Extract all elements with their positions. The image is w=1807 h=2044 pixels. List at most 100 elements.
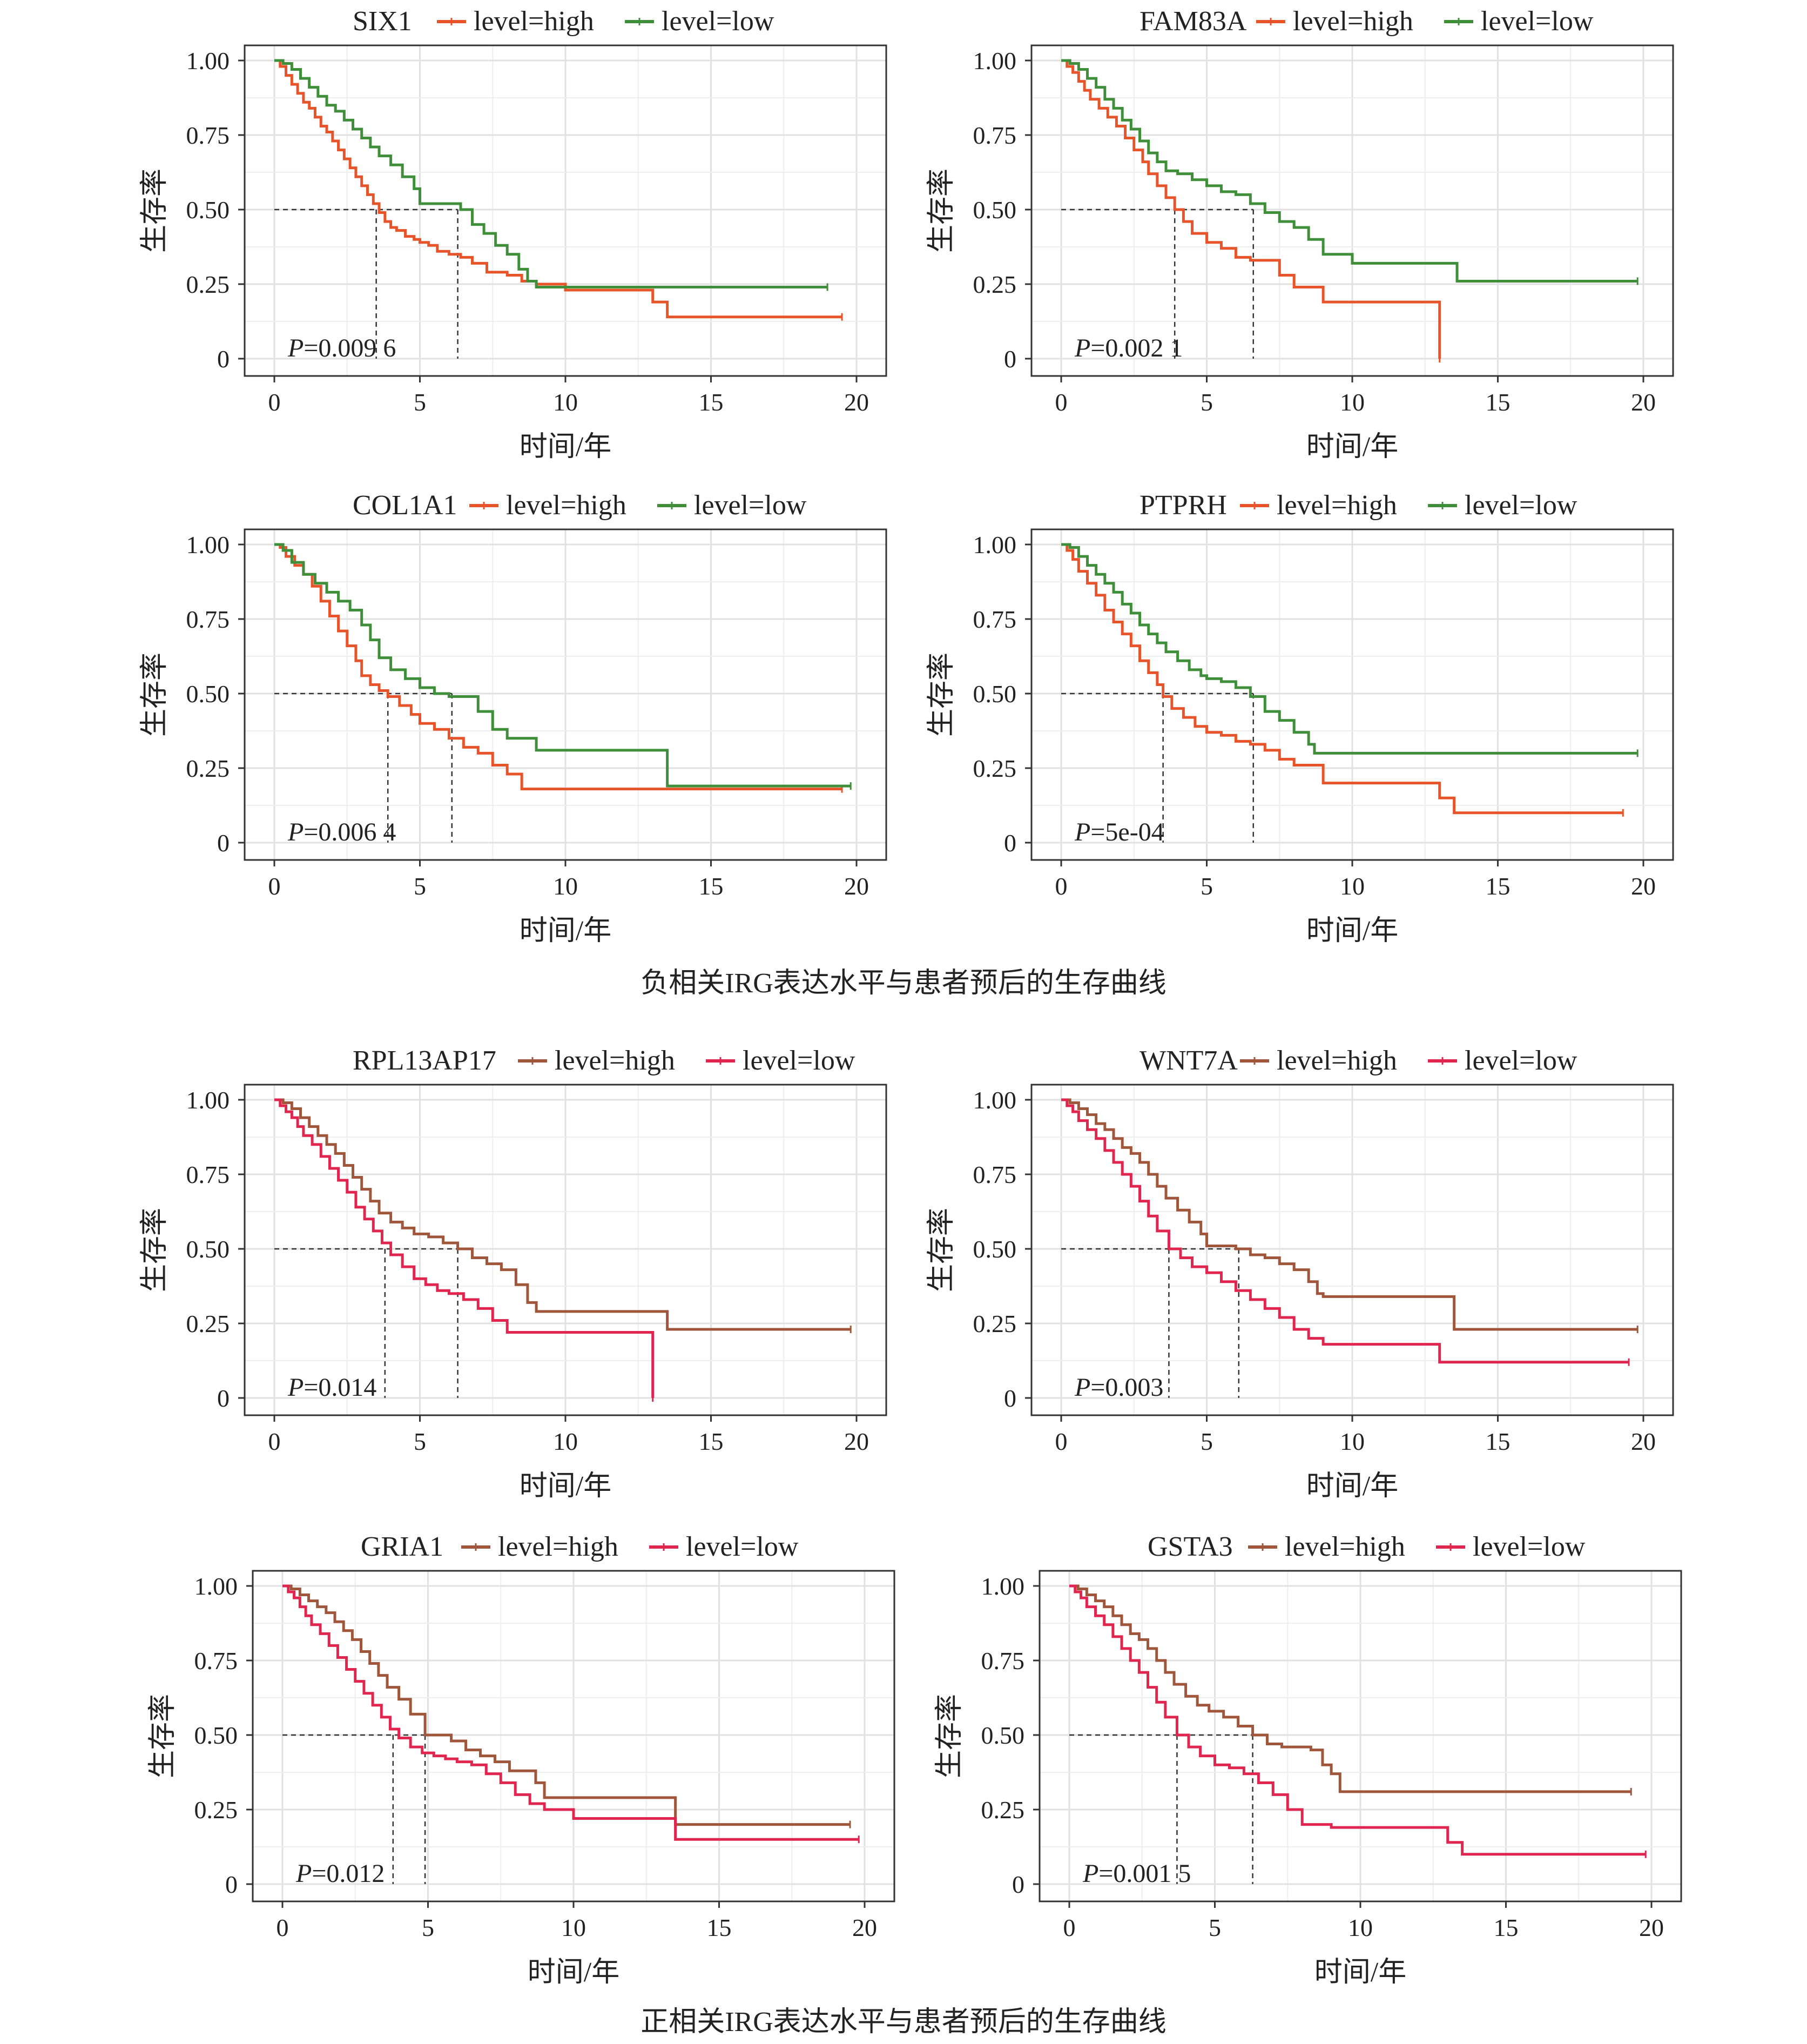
y-tick-label: 0 xyxy=(217,829,230,857)
p-value-label: P=0.009 6 xyxy=(287,334,396,362)
p-value: =0.012 xyxy=(312,1859,385,1888)
legend-entry: level=low xyxy=(1465,1045,1577,1076)
y-tick-label: 1.00 xyxy=(186,1086,230,1114)
y-tick-label: 0.50 xyxy=(186,1235,230,1263)
series-line-level-high xyxy=(274,543,842,791)
legend-entry: level=low xyxy=(1465,490,1577,521)
series-line-level-high xyxy=(1061,59,1441,359)
y-tick-label: 0.50 xyxy=(973,1235,1017,1263)
x-tick-label: 5 xyxy=(1201,872,1213,900)
x-tick-label: 10 xyxy=(1340,872,1365,900)
y-tick-label: 0.50 xyxy=(186,680,230,708)
x-tick-label: 20 xyxy=(1631,1428,1656,1455)
legend-entry: level=high xyxy=(1277,1045,1397,1076)
y-tick-label: 0.75 xyxy=(186,1161,230,1188)
p-value-label: P=0.012 xyxy=(295,1859,385,1888)
series-line-level-low xyxy=(1061,59,1638,283)
y-axis-label: 生存率 xyxy=(139,1208,170,1292)
p-value: =0.006 4 xyxy=(304,818,396,846)
legend-entry: level=low xyxy=(743,1045,855,1076)
series-line-level-high xyxy=(1069,1584,1631,1793)
x-axis-label: 时间/年 xyxy=(528,1957,619,1988)
km-chart-six1: 0 5 10 15 20 0 0.25 0.50 0.75 1.00 时间/年 生存率 P=0.009 … xyxy=(139,6,887,462)
km-chart-col1a1: 0 5 10 15 20 0 0.25 0.50 0.75 1.00 时间/年 生存率 P=0.006 … xyxy=(139,490,887,946)
p-value-label: P=0.001 5 xyxy=(1082,1859,1191,1888)
p-value: =0.003 xyxy=(1090,1373,1163,1402)
y-tick-label: 0.75 xyxy=(186,606,230,633)
series-line-level-low xyxy=(1069,1584,1646,1856)
legend-entry: level=high xyxy=(1277,490,1397,521)
p-symbol: P xyxy=(287,334,304,362)
legend-gene: FAM83A xyxy=(1140,6,1247,37)
x-axis-label: 时间/年 xyxy=(520,916,611,946)
y-tick-label: 0.50 xyxy=(186,196,230,224)
legend-entry: level=low xyxy=(1481,6,1594,37)
y-tick-label: 0.75 xyxy=(981,1647,1025,1675)
legend-entry: level=low xyxy=(1473,1531,1586,1562)
x-tick-label: 5 xyxy=(414,388,426,416)
y-tick-label: 0 xyxy=(1004,1384,1016,1412)
x-tick-label: 20 xyxy=(1631,872,1656,900)
series-line-level-low xyxy=(282,1584,859,1841)
x-tick-label: 0 xyxy=(268,872,281,900)
series-line-level-low xyxy=(1061,543,1638,755)
y-axis-label: 生存率 xyxy=(139,653,170,737)
p-value-label: P=0.002 1 xyxy=(1074,334,1183,362)
x-axis-label: 时间/年 xyxy=(1306,1471,1398,1502)
legend-gene: COL1A1 xyxy=(353,490,457,521)
legend-entry: level=high xyxy=(1293,6,1413,37)
x-tick-label: 10 xyxy=(553,872,578,900)
legend-gene: PTPRH xyxy=(1140,490,1227,521)
y-tick-label: 0.25 xyxy=(186,271,230,298)
x-tick-label: 5 xyxy=(422,1914,434,1941)
x-tick-label: 10 xyxy=(553,388,578,416)
x-tick-label: 0 xyxy=(268,388,281,416)
p-value-label: P=0.006 4 xyxy=(287,818,396,846)
y-axis-label: 生存率 xyxy=(926,653,957,737)
p-symbol: P xyxy=(287,1373,304,1402)
y-tick-label: 0.25 xyxy=(981,1796,1025,1824)
km-chart-gria1: 0 5 10 15 20 0 0.25 0.50 0.75 1.00 时间/年 生存率 P=0.012 G… xyxy=(147,1531,895,1988)
x-tick-label: 10 xyxy=(553,1428,578,1455)
legend-gene: GSTA3 xyxy=(1148,1531,1233,1562)
x-tick-label: 20 xyxy=(1639,1914,1664,1941)
legend-entry: level=low xyxy=(662,6,774,37)
p-value-label: P=5e-04 xyxy=(1074,818,1164,846)
caption-negative: 负相关IRG表达水平与患者预后的生存曲线 xyxy=(640,968,1167,999)
p-symbol: P xyxy=(1074,334,1090,362)
y-tick-label: 0.75 xyxy=(973,606,1017,633)
km-chart-fam83a: 0 5 10 15 20 0 0.25 0.50 0.75 1.00 时间/年 生存率 P=0.002 … xyxy=(926,6,1674,462)
y-tick-label: 0.25 xyxy=(186,1310,230,1337)
y-tick-label: 1.00 xyxy=(981,1572,1025,1600)
x-tick-label: 5 xyxy=(414,872,426,900)
x-tick-label: 0 xyxy=(1055,388,1068,416)
series-line-level-low xyxy=(1061,1098,1629,1364)
x-tick-label: 15 xyxy=(699,1428,724,1455)
p-symbol: P xyxy=(1082,1859,1098,1888)
x-axis-label: 时间/年 xyxy=(1306,916,1398,946)
y-tick-label: 0 xyxy=(1012,1871,1024,1898)
p-value: =0.002 1 xyxy=(1090,334,1183,362)
p-value: =0.009 6 xyxy=(304,334,396,362)
x-tick-label: 15 xyxy=(1486,388,1511,416)
y-axis-label: 生存率 xyxy=(147,1694,178,1778)
legend-gene: RPL13AP17 xyxy=(353,1045,496,1076)
y-tick-label: 1.00 xyxy=(186,531,230,559)
p-symbol: P xyxy=(295,1859,312,1888)
p-value: =0.001 5 xyxy=(1098,1859,1191,1888)
y-tick-label: 0.25 xyxy=(973,271,1017,298)
p-value: =5e-04 xyxy=(1090,818,1164,846)
x-tick-label: 5 xyxy=(1201,388,1213,416)
x-axis-label: 时间/年 xyxy=(520,1471,611,1502)
x-tick-label: 15 xyxy=(1486,1428,1511,1455)
y-tick-label: 0.25 xyxy=(973,755,1017,782)
km-chart-ptprh: 0 5 10 15 2000.250.500.751.00时间/年生存率P=5e-04P… xyxy=(926,490,1674,946)
p-symbol: P xyxy=(287,818,304,846)
p-value-label: P=0.003 xyxy=(1074,1373,1163,1402)
y-tick-label: 1.00 xyxy=(973,47,1017,75)
y-tick-label: 0 xyxy=(217,1384,230,1412)
x-tick-label: 0 xyxy=(1055,872,1068,900)
y-tick-label: 0 xyxy=(225,1871,238,1898)
y-tick-label: 1.00 xyxy=(973,531,1017,559)
